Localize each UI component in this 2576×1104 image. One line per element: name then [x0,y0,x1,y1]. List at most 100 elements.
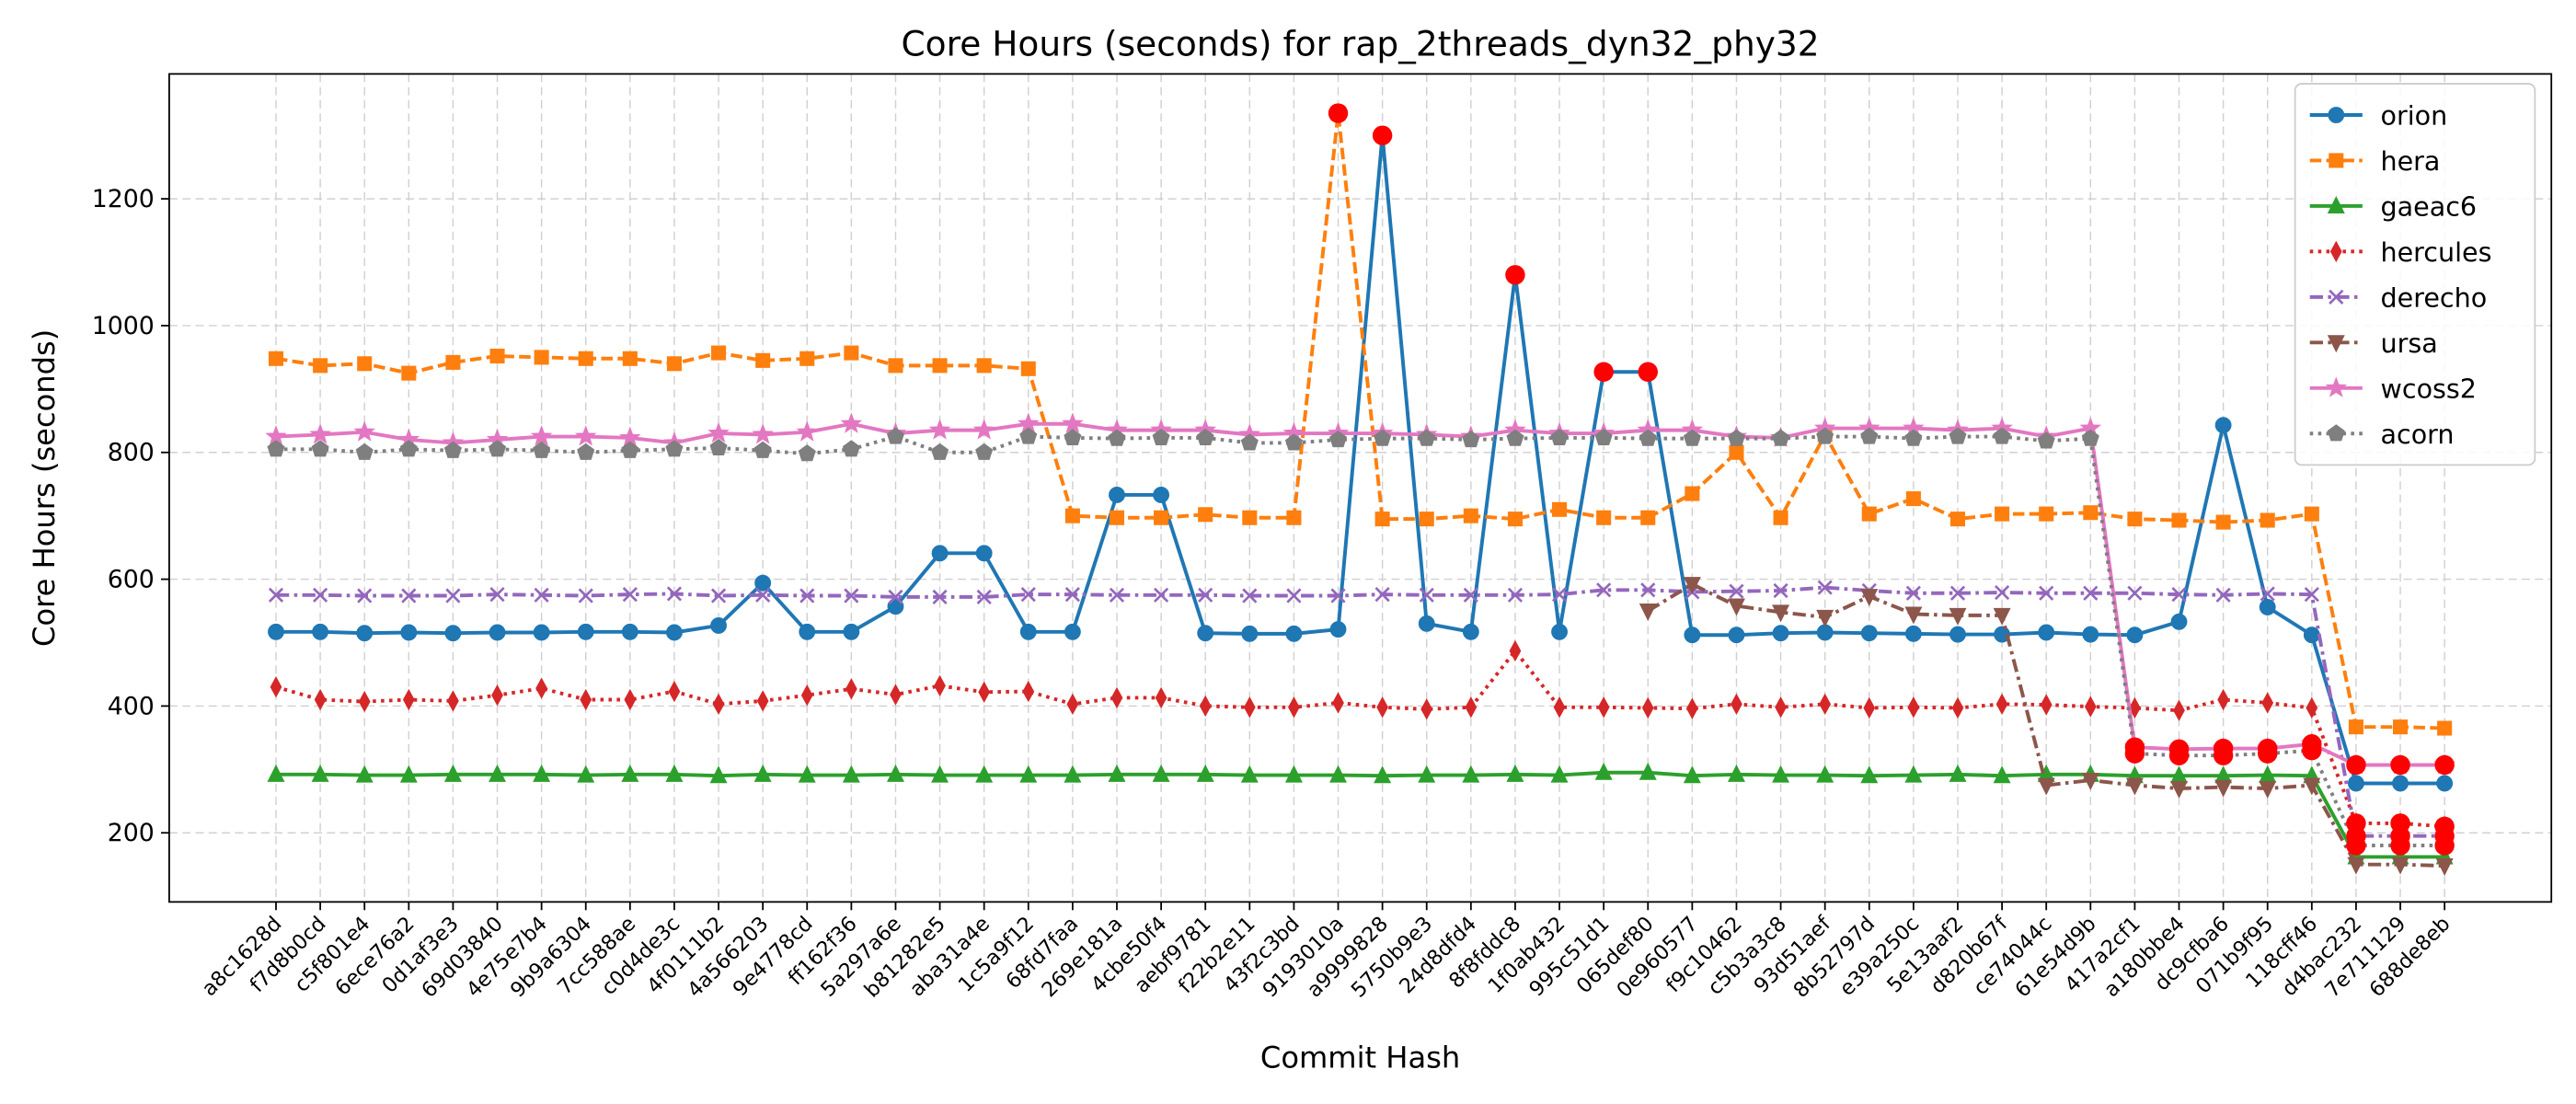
marker [1332,692,1344,714]
marker [1374,587,1390,603]
marker [1153,487,1170,503]
marker [2127,585,2143,601]
marker [1198,587,1213,603]
marker [1728,627,1745,644]
marker [400,624,418,641]
marker [840,412,863,433]
marker [1462,765,1480,783]
marker [1949,764,1967,782]
marker [2215,587,2231,603]
marker [2325,376,2348,397]
legend-label: hera [2381,145,2441,177]
highlight-marker [1638,362,1658,382]
marker [2327,196,2345,213]
chart-title: Core Hours (seconds) for rap_2threads_dy… [901,24,1819,64]
highlight-marker [2302,740,2322,761]
marker [1773,510,1788,525]
series-line [275,421,2445,767]
marker [1550,428,1569,446]
legend-label: ursa [2381,328,2438,359]
marker [1596,582,1612,598]
marker [1905,491,1921,507]
marker [1907,696,1920,719]
marker [1155,686,1167,709]
marker [665,440,684,457]
marker [1594,428,1613,446]
marker [1594,762,1613,780]
marker [754,574,772,592]
marker [2082,626,2099,643]
marker [1154,587,1169,603]
highlight-marker [2124,743,2145,764]
marker [355,765,374,783]
marker [842,440,860,457]
marker [1020,361,1036,376]
marker [2348,775,2364,792]
marker [1062,412,1084,433]
marker [489,764,507,782]
highlight-marker [1505,265,1525,285]
legend-label: hercules [2381,236,2492,268]
marker [2328,107,2345,123]
marker [399,440,418,457]
y-tick-label: 800 [108,439,155,467]
marker [1727,764,1745,782]
marker [1817,580,1833,595]
marker [2392,775,2409,792]
marker [1199,695,1212,718]
legend-label: gaeac6 [2381,191,2478,223]
marker [1640,510,1656,525]
marker [309,423,331,444]
marker [268,351,284,366]
marker [1949,427,1967,444]
marker [402,688,415,711]
marker [1994,626,2011,643]
marker [2171,587,2187,603]
marker [1685,486,1700,501]
series-line [276,585,2445,838]
marker [1683,765,1701,784]
marker [2260,512,2275,528]
marker [1019,623,1037,640]
marker [533,624,550,641]
marker [1465,696,1478,719]
marker [2303,627,2320,644]
marker [1329,765,1347,783]
series [1639,577,2454,877]
marker [2037,777,2055,796]
marker [1064,623,1081,640]
marker [621,764,639,782]
marker [445,354,461,370]
marker [444,625,462,642]
marker [443,764,462,782]
marker [1905,585,1921,601]
marker [1772,625,1789,642]
marker [313,358,328,374]
marker [2171,512,2187,528]
marker [491,684,503,707]
marker [711,345,727,361]
marker [1994,584,2010,601]
marker [314,688,327,711]
marker [1685,697,1698,719]
marker [707,421,730,443]
marker [1509,639,1522,662]
marker [1860,589,1879,607]
marker [934,674,946,697]
marker [2217,688,2229,711]
marker [1949,626,1966,643]
marker [752,423,774,444]
marker [312,623,329,640]
marker [533,764,551,782]
marker [753,764,772,782]
marker [270,676,282,698]
marker [399,765,418,783]
marker [1196,764,1214,782]
marker [578,588,593,604]
marker [756,690,769,712]
marker [445,588,461,604]
marker [1376,696,1388,719]
marker [2215,514,2231,530]
marker [1773,582,1788,599]
